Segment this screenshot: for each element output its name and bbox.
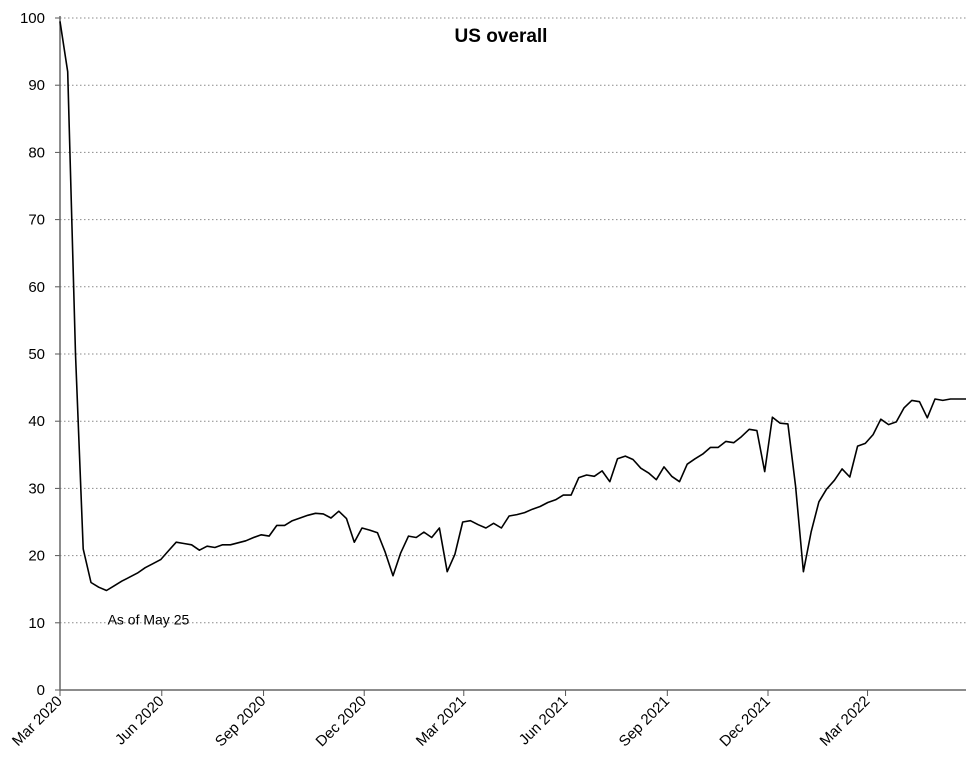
y-tick-label: 10 — [28, 615, 45, 632]
x-tick-label: Mar 2020 — [9, 693, 66, 750]
y-tick-label: 40 — [28, 413, 45, 430]
x-tick-label: Mar 2021 — [413, 693, 470, 750]
x-axis: Mar 2020 Jun 2020 Sep 2020 Dec 2020 Mar 2021… — [9, 689, 966, 750]
x-tick-label: Jun 2021 — [516, 693, 572, 749]
y-tick-label: 80 — [28, 144, 45, 161]
x-tick-label: Dec 2021 — [716, 693, 773, 750]
x-tick-label: Sep 2021 — [616, 693, 673, 750]
y-tick-label: 30 — [28, 480, 45, 497]
x-tick-label: Mar 2022 — [817, 693, 874, 750]
y-tick-label: 90 — [28, 77, 45, 94]
y-tick-label: 100 — [20, 10, 45, 27]
gridlines — [60, 17, 966, 624]
x-tick-label: Dec 2020 — [313, 693, 370, 750]
y-tick-label: 20 — [28, 548, 45, 565]
y-tick-label: 70 — [28, 212, 45, 229]
chart-title: US overall — [455, 26, 548, 47]
x-tick-label: Jun 2020 — [112, 693, 168, 749]
y-tick-label: 50 — [28, 346, 45, 363]
y-axis: 0 10 20 30 40 50 60 70 80 90 100 — [20, 10, 61, 699]
y-tick-label: 60 — [28, 279, 45, 296]
y-tick-label: 0 — [37, 682, 45, 699]
x-tick-label: Sep 2020 — [212, 693, 269, 750]
series-line — [59, 21, 966, 592]
annotation-label: As of May 25 — [108, 611, 190, 627]
